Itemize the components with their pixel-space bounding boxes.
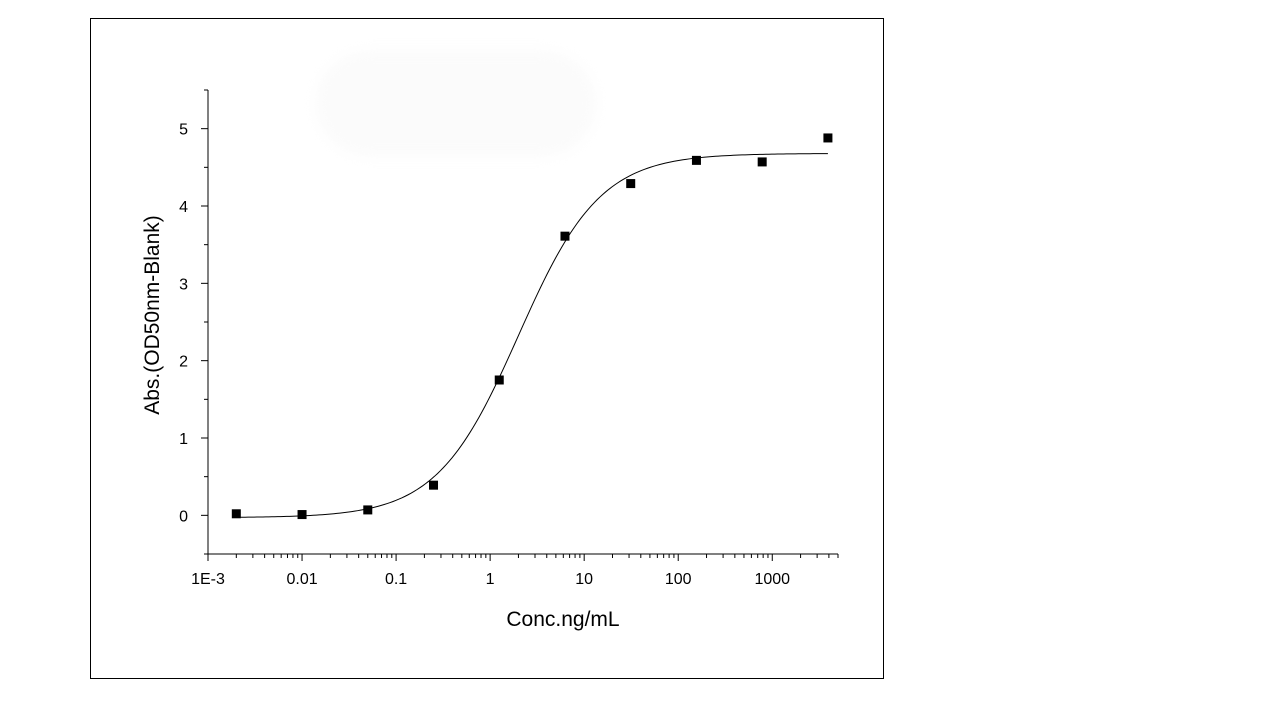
- x-tick-label: 0.1: [385, 571, 407, 588]
- x-tick-label: 0.01: [286, 571, 317, 588]
- data-point: [691, 155, 701, 165]
- y-ticks: 0 1 2 3 4 5: [179, 89, 208, 555]
- x-axis-label: Conc.ng/mL: [506, 608, 619, 631]
- data-point: [626, 179, 636, 189]
- x-tick-label: 1: [486, 571, 495, 588]
- axes: [207, 90, 838, 555]
- x-tick-label: 10: [575, 571, 593, 588]
- x-tick-label: 100: [665, 571, 692, 588]
- y-tick-label: 1: [179, 431, 188, 448]
- y-tick-label: 0: [179, 508, 188, 525]
- y-tick-label: 2: [179, 354, 188, 371]
- data-point: [494, 375, 504, 385]
- y-tick-label: 4: [179, 199, 188, 216]
- data-points: [231, 133, 833, 520]
- data-point: [231, 509, 241, 519]
- y-tick-label: 3: [179, 276, 188, 293]
- x-ticks: 1E-3 0.01 0.1 1 10 100 1000: [191, 554, 839, 588]
- fit-curve: [236, 153, 828, 518]
- data-point: [363, 505, 373, 515]
- y-axis-label: Abs.(OD50nm-Blank): [141, 215, 164, 415]
- blank-smudge: [316, 51, 596, 156]
- data-point: [757, 157, 767, 167]
- x-tick-label: 1000: [754, 571, 790, 588]
- data-point: [823, 133, 833, 143]
- x-tick-label: 1E-3: [191, 571, 225, 588]
- data-point: [429, 480, 439, 490]
- data-point: [560, 231, 570, 241]
- y-tick-label: 5: [179, 122, 188, 139]
- data-point: [297, 510, 307, 520]
